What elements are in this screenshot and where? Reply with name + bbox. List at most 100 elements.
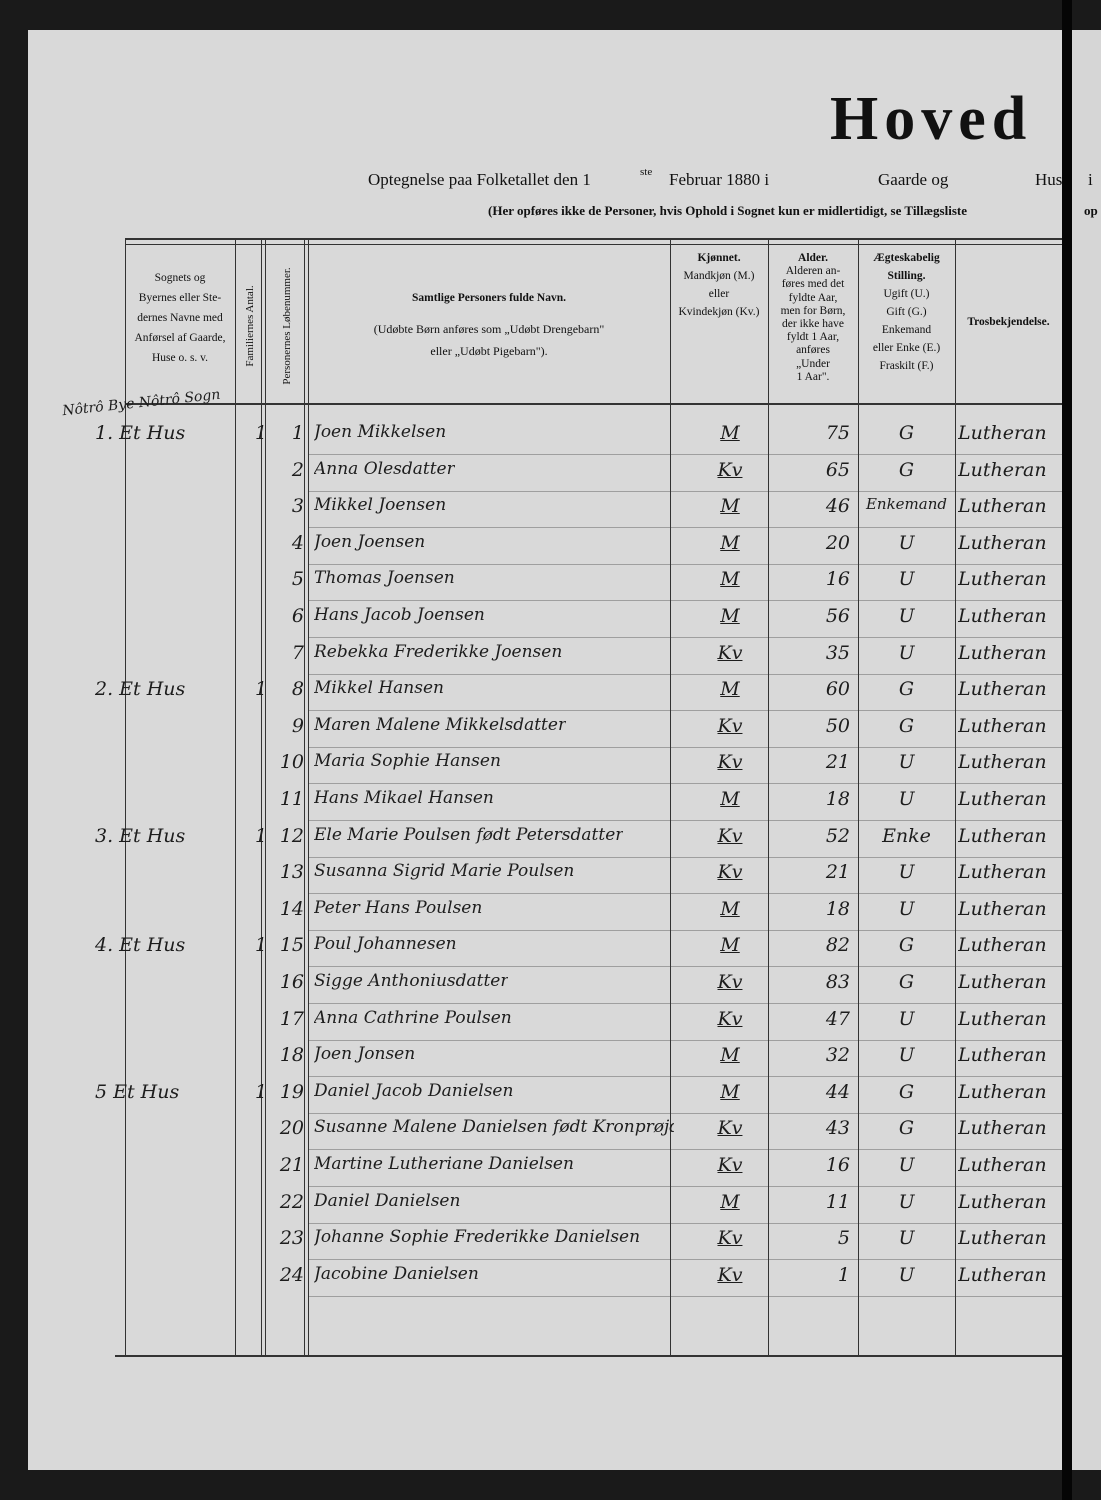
column-header: men for Børn, [780,304,846,317]
marital: G [898,971,915,993]
rule [308,1222,1062,1224]
marital: G [898,1080,915,1103]
age: 5 [837,1227,850,1250]
religion: Lutheran [958,714,1047,737]
marital: U [898,751,915,774]
rule [670,238,671,1355]
person-number: 9 [291,714,304,737]
subtitle: Gaarde og [878,170,949,189]
person-number: 1 [291,422,304,444]
column-header: eller [708,288,730,300]
rule [308,746,1062,748]
name: Hans Jacob Joensen [314,605,485,625]
age: 60 [825,678,850,701]
column-header: Alderen an- [785,265,841,278]
sex: Kv [717,1007,743,1030]
age: 65 [825,458,850,481]
rule [308,783,1062,785]
person-number: 16 [279,971,304,993]
rule [308,1259,1062,1261]
column-header: Byernes eller Ste- [138,292,222,304]
subtitle: i [1088,170,1093,189]
rule [955,238,956,1355]
sex: M [720,1190,740,1213]
column-header: Mandkjøn (M.) [683,270,755,282]
rule [308,1076,1062,1078]
person-number: 19 [279,1080,304,1103]
rule [308,527,1062,529]
title: Hoved [830,85,1033,153]
religion: Lutheran [958,788,1047,810]
column-header: Samtlige Personers fulde Navn. [412,292,566,304]
rule [308,1149,1062,1151]
religion: Lutheran [958,678,1047,701]
sex: Kv [717,861,743,884]
person-number: 2 [291,458,304,481]
column-header: „Under [796,357,830,370]
name: Maren Malene Mikkelsdatter [314,714,567,735]
place: 5 Et Hus [95,1080,180,1103]
religion: Lutheran [958,934,1047,957]
name: Peter Hans Poulsen [314,897,483,918]
column-header: Kjønnet. [697,252,741,264]
person-number: 7 [291,641,304,664]
person-number: 14 [279,897,304,920]
rule [304,238,305,1355]
sex: Kv [717,971,743,993]
name: Sigge Anthoniusdatter [314,971,509,991]
religion: Lutheran [958,531,1047,554]
religion: Lutheran [958,824,1047,847]
sex: M [720,605,740,627]
subtitle: Februar 1880 i [669,170,770,189]
sex: M [720,1044,740,1067]
sex: M [720,422,740,444]
age: 43 [825,1117,850,1140]
rule [308,929,1062,931]
column-header: dernes Navne med [137,312,223,324]
age: 11 [825,1190,850,1213]
column-header: Ugift (U.) [883,288,930,300]
rule [235,238,236,1355]
religion: Lutheran [958,1007,1047,1030]
age: 50 [825,714,850,737]
age: 16 [825,568,850,591]
sex: Kv [717,1227,743,1250]
person-number: 11 [279,788,304,810]
age: 21 [825,861,850,884]
age: 16 [825,1154,850,1176]
person-number: 12 [279,824,304,847]
religion: Lutheran [958,458,1047,481]
age: 21 [825,751,850,774]
religion: Lutheran [958,1154,1047,1176]
age: 46 [825,495,850,518]
name: Hans Mikael Hansen [314,788,494,808]
name: Daniel Danielsen [314,1190,461,1211]
rule [308,893,1062,895]
rule [308,637,1062,638]
subtitle: Hus [1035,170,1062,189]
column-header: Gift (G.) [886,306,927,318]
marital: U [898,531,915,554]
religion: Lutheran [958,605,1047,627]
sex: M [720,495,740,518]
age: 1 [837,1263,850,1286]
name: Maria Sophie Hansen [314,751,501,772]
rule [308,490,1062,492]
person-number: 8 [291,678,304,701]
rule [308,454,1062,455]
name: Anna Olesdatter [314,458,455,479]
sex: Kv [717,751,743,774]
marital: G [898,934,915,957]
sex: Kv [717,458,743,481]
person-number: 15 [279,934,304,957]
family-count: 1 [255,422,268,444]
marital: G [898,678,915,701]
marital: U [898,1154,915,1176]
rule [125,238,1062,240]
column-header: Kvindekjøn (Kv.) [678,306,760,318]
rule [308,563,1062,565]
religion: Lutheran [958,1190,1047,1213]
rule [768,238,769,1355]
marital: U [898,605,915,627]
person-number: 3 [291,495,304,518]
